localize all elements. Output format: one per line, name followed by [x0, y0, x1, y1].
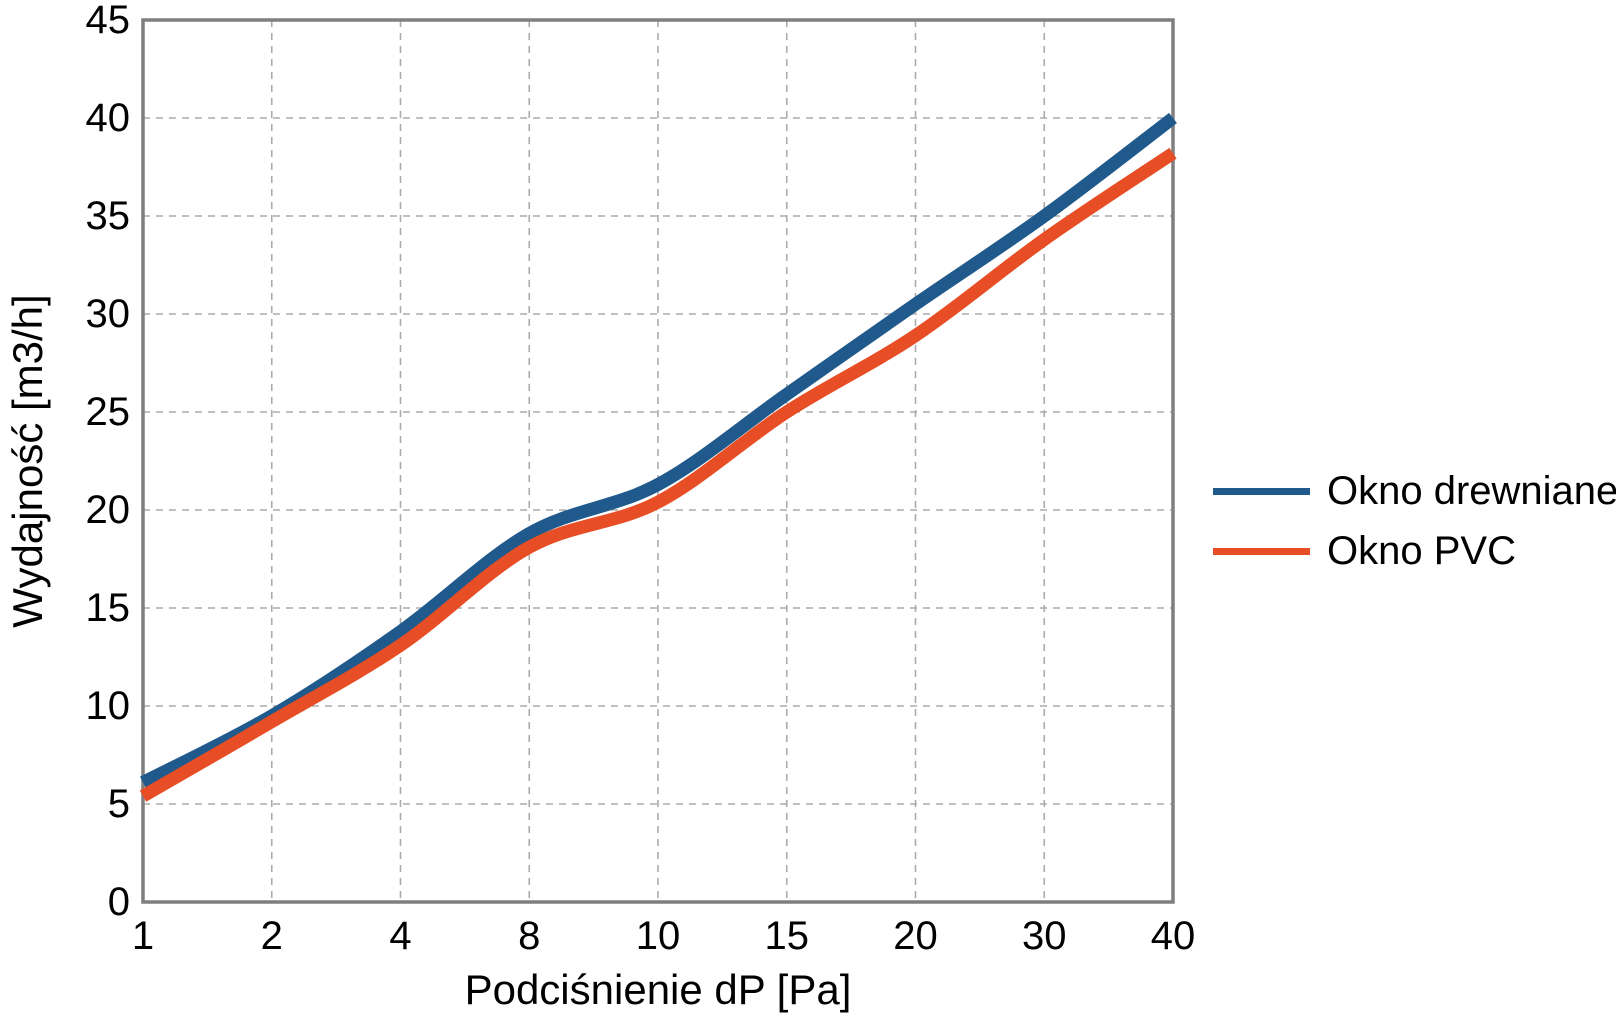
y-tick-label: 0: [107, 880, 130, 924]
x-axis-title: Podciśnienie dP [Pa]: [464, 966, 852, 1013]
x-tick-label: 2: [260, 914, 283, 958]
x-tick-label: 10: [635, 914, 681, 958]
legend-swatch: [1213, 487, 1310, 495]
y-tick-label: 30: [85, 292, 131, 336]
y-tick-label: 25: [85, 390, 131, 434]
legend-item: Okno PVC: [1213, 527, 1616, 575]
x-tick-label: 15: [764, 914, 810, 958]
legend: Okno drewniane Okno PVC: [1213, 467, 1616, 587]
x-tick-label: 40: [1150, 914, 1196, 958]
y-tick-label: 40: [85, 96, 131, 140]
y-tick-label: 10: [85, 684, 131, 728]
legend-label: Okno drewniane: [1327, 468, 1616, 513]
x-tick-label: 8: [518, 914, 541, 958]
y-tick-label: 35: [85, 194, 131, 238]
y-tick-label: 20: [85, 488, 131, 532]
x-tick-label: 30: [1022, 914, 1067, 958]
y-tick-label: 5: [107, 782, 130, 826]
x-tick-label: 1: [131, 914, 155, 958]
x-tick-label: 20: [893, 914, 938, 958]
plot-border: [141, 18, 1175, 904]
legend-label: Okno PVC: [1327, 528, 1516, 573]
y-tick-label: 15: [85, 586, 131, 630]
legend-item: Okno drewniane: [1213, 467, 1616, 515]
x-tick-label: 4: [389, 914, 412, 958]
legend-swatch: [1213, 547, 1310, 555]
series-line-okno-pvc: [139, 147, 1177, 802]
y-tick-label: 45: [85, 0, 131, 42]
